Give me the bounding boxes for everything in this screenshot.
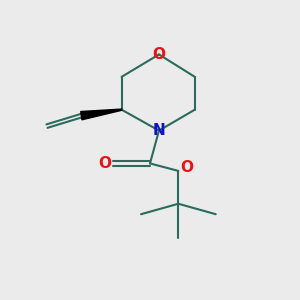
Text: N: N (153, 123, 165, 138)
Text: O: O (180, 160, 193, 175)
Text: O: O (99, 156, 112, 171)
Polygon shape (81, 109, 122, 120)
Text: O: O (152, 47, 166, 62)
